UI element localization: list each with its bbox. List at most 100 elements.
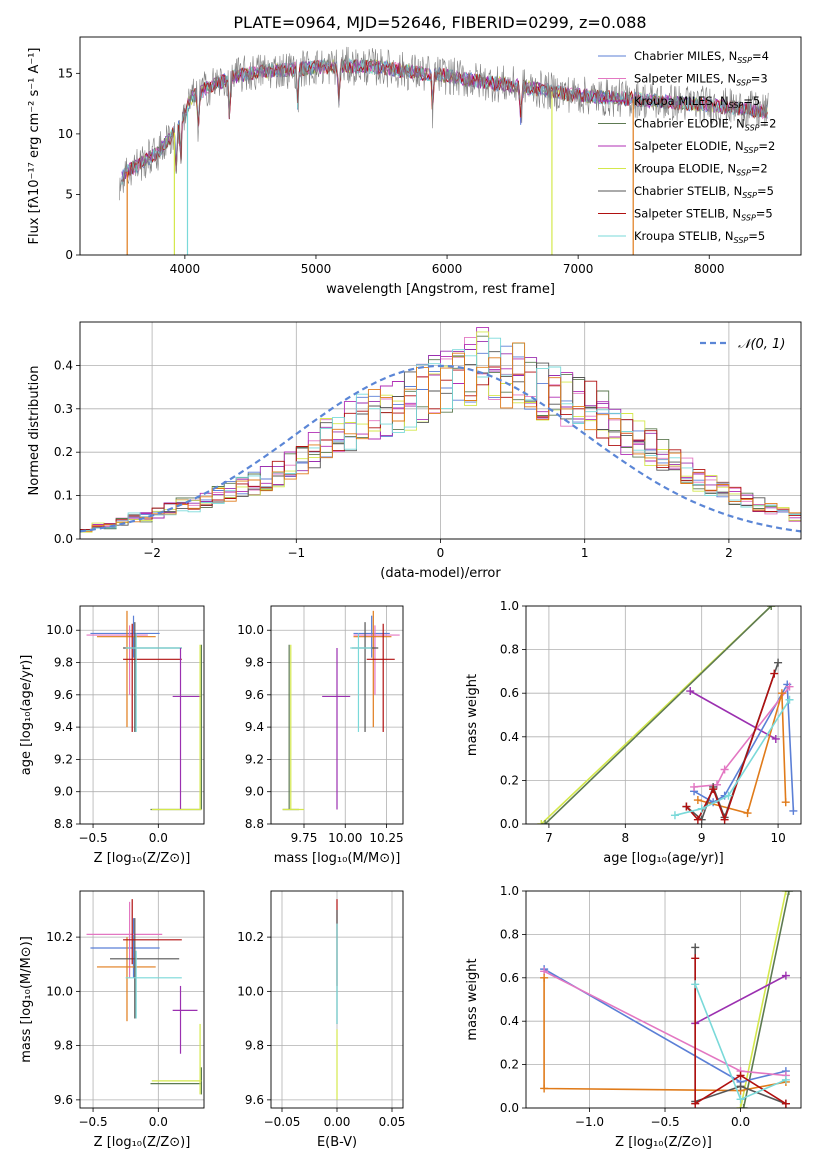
weight-line-extra_orange-marker	[540, 973, 549, 982]
weight_vs_age-frame	[525, 605, 802, 825]
age_vs_mass-ytick-label: 9.4	[245, 720, 264, 734]
age_vs_Z-ytick-label: 9.0	[54, 785, 73, 799]
mass_vs_Z-xlabel: Z [log₁₀(Z/Z⊙)]	[94, 1135, 191, 1150]
legend-label-chabrier-miles: Chabrier MILES, NSSP=4	[634, 49, 769, 65]
weight_vs_Z-ylabel: mass weight	[465, 958, 480, 1040]
mass_vs_Z-ytick-label: 9.6	[54, 1093, 73, 1107]
legend-label-chabrier-stelib: Chabrier STELIB, NSSP=5	[634, 184, 774, 200]
weight-line-chabrier-elodie-marker	[767, 606, 776, 610]
weight_vs_Z-ytick-label: 0.4	[500, 1014, 519, 1028]
legend-label-main: Salpeter ELODIE, N	[634, 139, 744, 153]
weight-line-kroupa-miles	[689, 690, 777, 740]
legend-label-sub: SSP	[741, 214, 756, 223]
weight_vs_Z-ytick-label: 0.0	[500, 1101, 519, 1115]
legend-label-tail: =2	[758, 139, 775, 153]
legend-label-kroupa-stelib: Kroupa STELIB, NSSP=5	[634, 229, 765, 245]
weight_vs_age-ytick-label: 0.4	[500, 730, 519, 744]
age_vs_Z-ytick-label: 9.8	[54, 656, 73, 670]
weight-vs-age-panel: 7 8 9 10 0.0 0.2 0.4 0.6 0.8 1.0 age [log₁₀(age/yr…	[465, 599, 802, 866]
weight_vs_Z-frame	[525, 890, 802, 1109]
legend-label-sub: SSP	[744, 146, 759, 155]
legend-label-sub: SSP	[737, 56, 752, 65]
weight_vs_age-xtick-label: 9	[698, 831, 706, 845]
histogram-step-extra_orange	[80, 342, 801, 532]
weight-line-salpeter-stelib-marker	[720, 815, 729, 824]
legend-label-kroupa-miles: Kroupa MILES, NSSP=5	[634, 94, 760, 110]
weight_vs_Z-ytick-label: 1.0	[500, 884, 519, 898]
mass_vs_ebv-ytick-label: 9.6	[245, 1093, 264, 1107]
age_vs_Z-ylabel: age [log₁₀(age/yr)]	[19, 655, 34, 776]
weight_vs_Z-ytick-label: 0.8	[500, 927, 519, 941]
age_vs_mass-ytick-label: 10.0	[237, 623, 264, 637]
weight_vs_Z-plot-area	[540, 891, 793, 1108]
mass-vs-ebv-panel: −0.05 0.00 0.05 9.6 9.8 10.0 10.2 E(B-V)	[237, 890, 406, 1150]
legend-label-chabrier-elodie: Chabrier ELODIE, NSSP=2	[634, 117, 776, 133]
weight-line-salpeter-stelib-marker	[691, 954, 700, 963]
weight-line-kroupa-stelib-marker	[697, 804, 706, 813]
weight-line-salpeter-stelib-marker	[691, 1099, 700, 1108]
age-vs-metallicity-panel: −0.5 0.0 8.8 9.0 9.2 9.4 9.6 9.8 10.0 Z [log₁₀(Z/…	[19, 605, 205, 866]
spectrum-plot-area	[119, 46, 769, 255]
legend-label-sub: SSP	[729, 101, 744, 110]
residuals-ytick-label: 0.2	[54, 445, 73, 459]
legend-label-kroupa-elodie: Kroupa ELODIE, NSSP=2	[634, 162, 768, 178]
age_vs_mass-ytick-label: 9.6	[245, 688, 264, 702]
age_vs_Z-ytick-label: 9.2	[54, 752, 73, 766]
legend-label-tail: =3	[751, 72, 768, 86]
weight-line-kroupa-stelib-marker	[670, 811, 679, 820]
weight-line-chabrier-miles-marker	[789, 806, 798, 815]
legend-label-sub: SSP	[745, 124, 760, 133]
weight-line-chabrier-stelib-marker	[736, 1082, 745, 1091]
age_vs_mass-xtick-label: 10.00	[328, 831, 362, 845]
weight_vs_age-plot-area	[537, 606, 798, 824]
figure-title: PLATE=0964, MJD=52646, FIBERID=0299, z=0…	[233, 13, 646, 32]
legend-label-main: Kroupa STELIB, N	[634, 229, 734, 243]
spectrum-xtick-label: 7000	[563, 262, 594, 276]
weight-line-salpeter-miles-marker	[690, 782, 699, 791]
legend-label-normal: 𝒩(0, 1)	[738, 337, 785, 352]
weight_vs_age-ytick-label: 0.6	[500, 686, 519, 700]
weight_vs_Z-xtick-label: 0.0	[731, 1115, 750, 1129]
spectrum-xtick-label: 6000	[432, 262, 463, 276]
legend-label-tail: =5	[748, 229, 765, 243]
weight-line-chabrier-elodie-marker	[739, 1104, 748, 1108]
age_vs_Z-ytick-label: 8.8	[54, 817, 73, 831]
spectrum-xtick-label: 8000	[694, 262, 725, 276]
mass_vs_ebv-ytick-label: 9.8	[245, 1039, 264, 1053]
weight-line-kroupa-stelib-marker	[781, 1075, 790, 1084]
spectrum-data-line	[119, 46, 769, 201]
mass_vs_ebv-xlabel: E(B-V)	[317, 1135, 357, 1150]
mass_vs_ebv-ytick-label: 10.2	[237, 930, 264, 944]
weight-line-extra_orange-marker	[743, 809, 752, 818]
age_vs_Z-plot-area	[86, 610, 202, 811]
weight-line-extra_orange-marker	[781, 798, 790, 807]
residuals-xtick-label: −1	[287, 546, 305, 560]
weight-line-salpeter-stelib-marker	[781, 1099, 790, 1108]
mass_vs_ebv-xtick-label: 0.00	[324, 1115, 351, 1129]
age_vs_mass-ytick-label: 9.0	[245, 785, 264, 799]
legend-label-tail: =5	[757, 184, 774, 198]
weight-line-chabrier-elodie-marker	[784, 891, 793, 895]
spectrum-ytick-label: 10	[58, 127, 73, 141]
legend-label-salpeter-stelib: Salpeter STELIB, NSSP=5	[634, 207, 773, 223]
weight_vs_age-xlabel: age [log₁₀(age/yr)]	[603, 851, 724, 866]
mass_vs_Z-xtick-label: −0.5	[78, 1115, 107, 1129]
legend-label-tail: =2	[751, 162, 768, 176]
mass_vs_ebv-xtick-label: 0.05	[379, 1115, 406, 1129]
weight-line-extra_orange	[543, 977, 787, 1092]
weight-line-extra_orange-marker	[693, 796, 702, 805]
legend-label-sub: SSP	[736, 169, 751, 178]
weight-line-chabrier-elodie-marker	[541, 820, 550, 824]
residuals-xtick-label: 2	[725, 546, 733, 560]
weight-line-chabrier-stelib-marker	[774, 658, 783, 667]
legend-label-main: Salpeter MILES, N	[634, 72, 736, 86]
spectrum-frame	[79, 36, 802, 256]
weight-vs-metallicity-panel: −1.0 −0.5 0.0 0.0 0.2 0.4 0.6 0.8 1.0 Z [log₁₀(Z/…	[465, 884, 802, 1150]
age_vs_Z-ytick-label: 9.6	[54, 688, 73, 702]
mass_vs_Z-xtick-label: 0.0	[149, 1115, 168, 1129]
weight_vs_Z-xtick-label: −1.0	[575, 1115, 604, 1129]
legend-label-tail: =5	[743, 94, 760, 108]
weight_vs_age-ytick-label: 0.2	[500, 773, 519, 787]
spectrum-panel: 4000 5000 6000 7000 8000 0 5 10 15 wavelength [An…	[27, 36, 802, 297]
